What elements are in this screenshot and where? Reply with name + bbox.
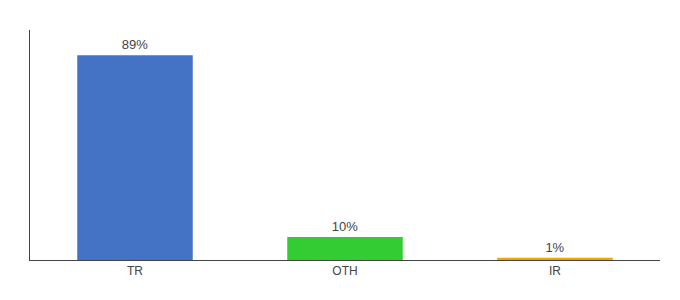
svg-text:TR: TR <box>127 264 143 278</box>
svg-text:10%: 10% <box>332 219 358 234</box>
svg-text:1%: 1% <box>545 240 564 255</box>
svg-text:IR: IR <box>549 264 561 278</box>
svg-text:OTH: OTH <box>332 264 357 278</box>
svg-text:89%: 89% <box>122 37 148 52</box>
